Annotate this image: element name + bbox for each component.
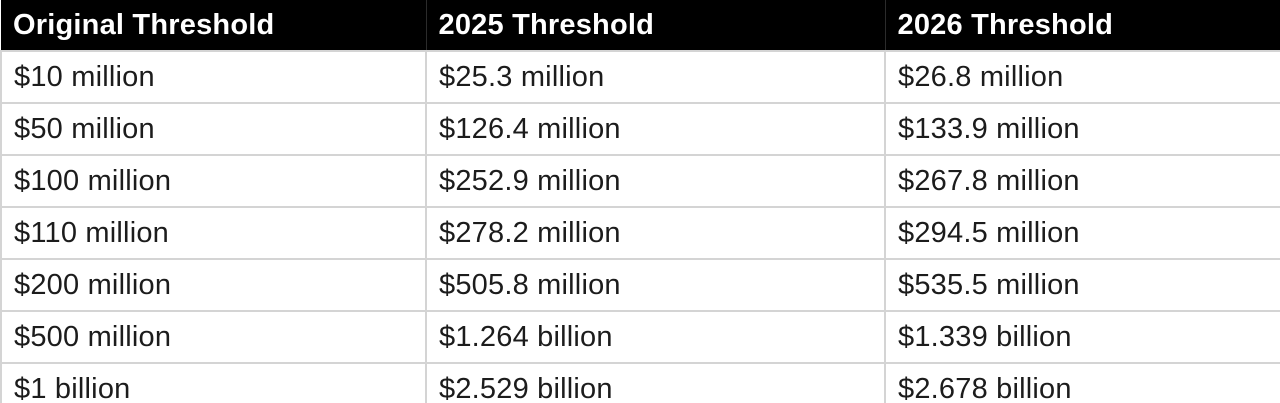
table-cell: $1 billion: [0, 362, 427, 403]
column-header-2025-threshold: 2025 Threshold: [425, 0, 885, 52]
table-cell: $252.9 million: [425, 154, 886, 208]
table-row: $100 million $252.9 million $267.8 million: [0, 154, 1280, 208]
table-cell: $200 million: [0, 258, 427, 312]
table-row: $200 million $505.8 million $535.5 million: [0, 258, 1280, 312]
table-cell: $25.3 million: [425, 50, 886, 104]
column-header-original-threshold: Original Threshold: [1, 0, 426, 52]
table-cell: $100 million: [0, 154, 427, 208]
table-body: $10 million $25.3 million $26.8 million $50…: [0, 50, 1280, 403]
table-row: $10 million $25.3 million $26.8 million: [0, 50, 1280, 104]
table-cell: $2.678 billion: [884, 362, 1280, 403]
column-header-2026-threshold: 2026 Threshold: [884, 0, 1280, 52]
table-cell: $278.2 million: [425, 206, 886, 260]
table-cell: $10 million: [0, 50, 427, 104]
table-row: $50 million $126.4 million $133.9 million: [0, 102, 1280, 156]
table-cell: $535.5 million: [884, 258, 1280, 312]
table-cell: $1.264 billion: [425, 310, 886, 364]
table-cell: $294.5 million: [884, 206, 1280, 260]
table-cell: $126.4 million: [425, 102, 886, 156]
table-cell: $500 million: [0, 310, 427, 364]
table-cell: $26.8 million: [884, 50, 1280, 104]
table-row: $110 million $278.2 million $294.5 million: [0, 206, 1280, 260]
table-row: $1 billion $2.529 billion $2.678 billion: [0, 362, 1280, 403]
table-cell: $50 million: [0, 102, 427, 156]
table-cell: $110 million: [0, 206, 427, 260]
table-header: Original Threshold 2025 Threshold 2026 T…: [1, 0, 1280, 52]
table-cell: $1.339 billion: [884, 310, 1280, 364]
table-cell: $2.529 billion: [425, 362, 886, 403]
table-header-row: Original Threshold 2025 Threshold 2026 T…: [1, 0, 1280, 52]
table-cell: $505.8 million: [425, 258, 886, 312]
table-cell: $267.8 million: [884, 154, 1280, 208]
table-cell: $133.9 million: [884, 102, 1280, 156]
table-row: $500 million $1.264 billion $1.339 billion: [0, 310, 1280, 364]
